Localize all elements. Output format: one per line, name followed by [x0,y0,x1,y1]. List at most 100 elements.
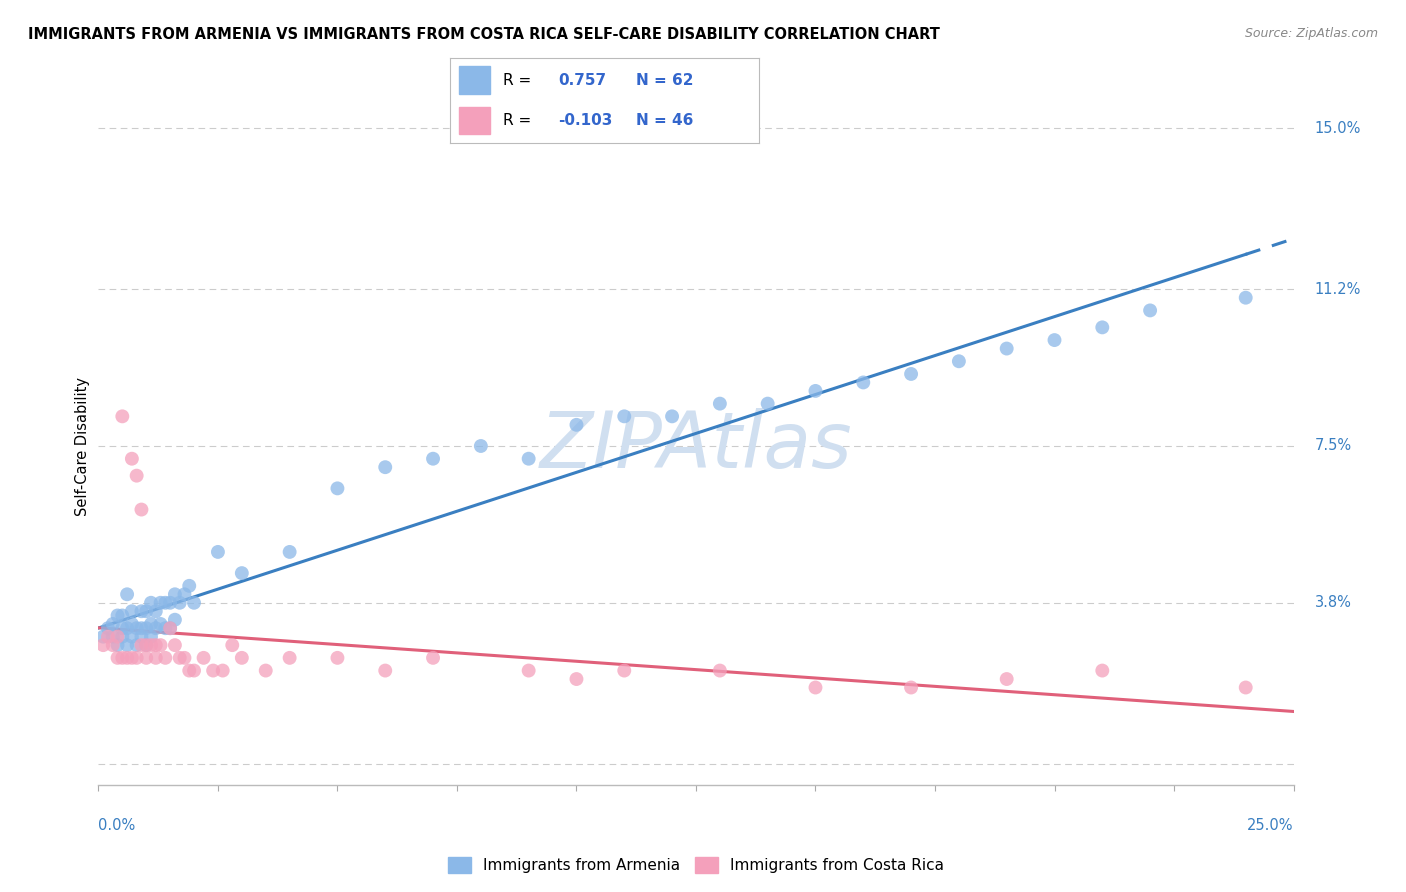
Point [145,621,167,635]
Point [125,468,148,483]
Point [179,579,201,593]
Point [278,545,301,559]
Point [111,630,134,644]
Point [97,621,120,635]
Point [326,482,349,496]
Point [163,638,186,652]
Point [1091,320,1114,334]
Point [135,621,157,635]
Point [107,651,129,665]
Point [709,664,731,678]
Point [121,451,143,466]
Point [517,451,540,466]
Point [131,630,153,644]
Bar [460,107,491,134]
Point [756,396,779,410]
Point [159,596,181,610]
Point [183,596,205,610]
Text: ZIPAtlas: ZIPAtlas [540,408,852,484]
Point [900,367,922,381]
Legend: Immigrants from Armenia, Immigrants from Costa Rica: Immigrants from Armenia, Immigrants from… [441,851,950,879]
Point [149,596,172,610]
Point [91,630,114,644]
Point [900,681,922,695]
Point [135,651,157,665]
Point [183,664,205,678]
Point [374,460,396,475]
Point [115,651,138,665]
Text: 0.757: 0.757 [558,72,606,87]
Text: N = 62: N = 62 [636,72,693,87]
Text: 0.0%: 0.0% [98,818,135,832]
Point [709,396,731,410]
Point [101,638,124,652]
Point [948,354,970,368]
Text: Source: ZipAtlas.com: Source: ZipAtlas.com [1244,27,1378,40]
Point [661,409,683,424]
Point [111,608,134,623]
Point [115,587,138,601]
Point [131,621,153,635]
Point [155,621,177,635]
Point [91,638,114,652]
Point [231,651,253,665]
Point [1091,664,1114,678]
Point [326,651,349,665]
Point [131,638,153,652]
Point [125,638,148,652]
Bar [460,67,491,94]
Point [804,681,827,695]
Point [995,672,1018,686]
Point [135,638,157,652]
Point [231,566,253,581]
Point [155,596,177,610]
Point [517,664,540,678]
Text: R =: R = [502,113,530,128]
Point [125,651,148,665]
Point [139,596,162,610]
Point [97,630,120,644]
Point [995,342,1018,356]
Point [139,638,162,652]
Point [278,651,301,665]
Point [804,384,827,398]
Point [131,502,153,516]
Point [121,617,143,632]
Point [169,651,191,665]
Point [470,439,492,453]
Point [121,651,143,665]
Point [107,638,129,652]
Point [107,608,129,623]
Point [374,664,396,678]
Point [139,630,162,644]
Point [155,651,177,665]
Point [1234,681,1257,695]
Point [135,604,157,618]
Point [1043,333,1066,347]
Point [422,451,444,466]
Point [139,617,162,632]
Point [111,651,134,665]
Text: N = 46: N = 46 [636,113,693,128]
Point [169,596,191,610]
Point [111,621,134,635]
Point [565,417,588,432]
Point [613,664,636,678]
Point [613,409,636,424]
Point [115,621,138,635]
Point [159,621,181,635]
Point [149,617,172,632]
Point [179,664,201,678]
Point [101,617,124,632]
Text: 15.0%: 15.0% [1315,120,1361,136]
Point [163,613,186,627]
Point [145,604,167,618]
Point [422,651,444,665]
Point [145,638,167,652]
Point [107,630,129,644]
Point [111,409,134,424]
Point [1139,303,1161,318]
Point [1234,291,1257,305]
Point [193,651,215,665]
Text: -0.103: -0.103 [558,113,613,128]
